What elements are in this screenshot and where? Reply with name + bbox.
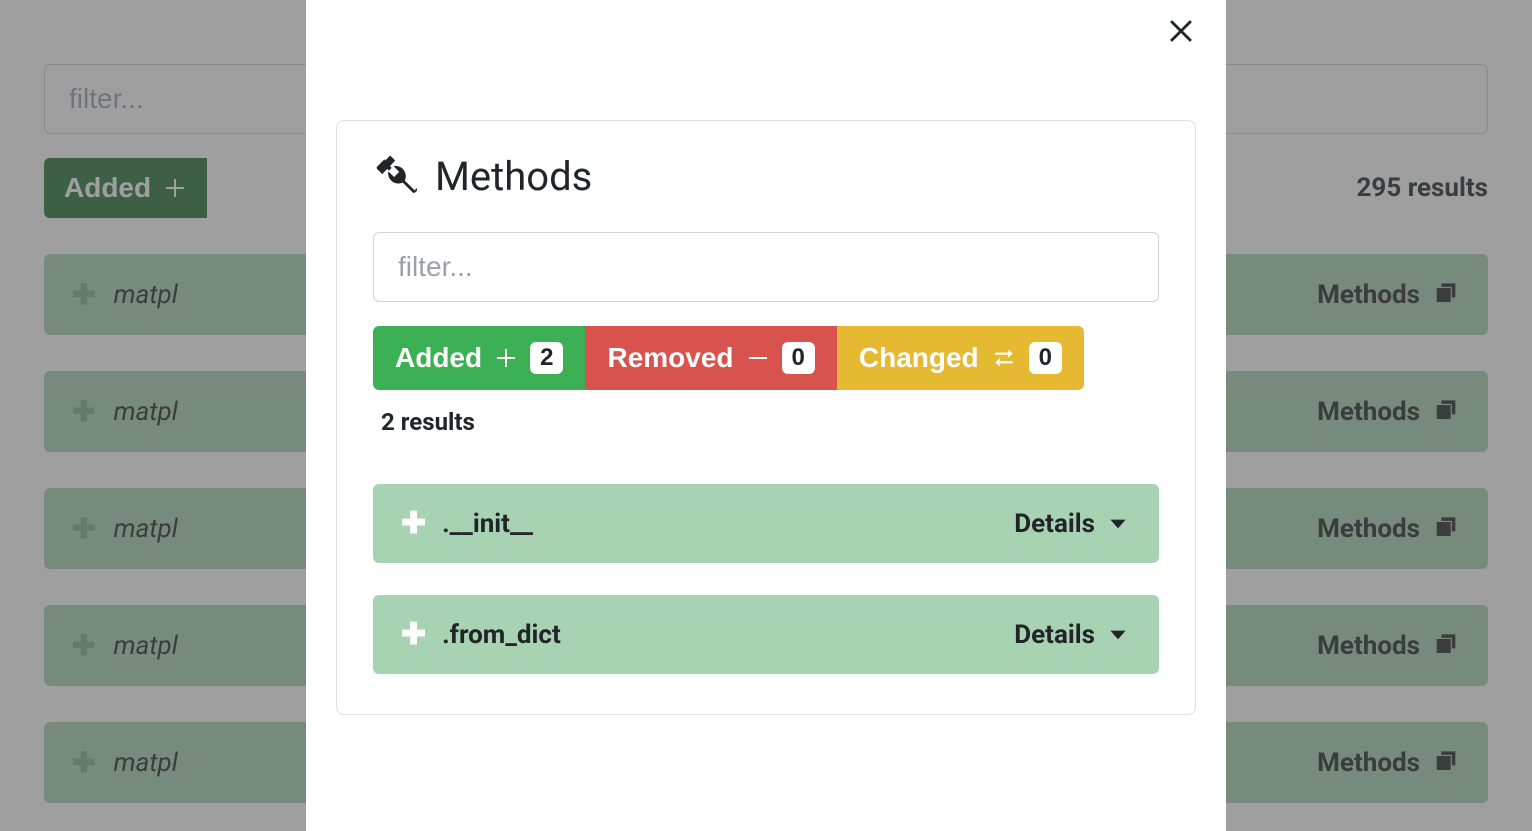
- chevron-down-icon: [1105, 511, 1131, 537]
- modal-title: Methods: [373, 153, 1159, 200]
- modal-results-count: 2 results: [381, 408, 1159, 436]
- modal-filter-input[interactable]: [373, 232, 1159, 302]
- details-button[interactable]: Details: [1014, 620, 1131, 650]
- modal-title-text: Methods: [435, 153, 592, 200]
- pill-removed-label: Removed: [607, 342, 733, 374]
- pill-added-label: Added: [395, 342, 482, 374]
- plus-icon: ✚: [401, 506, 426, 541]
- method-list-item[interactable]: ✚ .__init__ Details: [373, 484, 1159, 563]
- method-list-item[interactable]: ✚ .from_dict Details: [373, 595, 1159, 674]
- modal: Methods Added 2 Removed 0: [306, 0, 1226, 831]
- pill-removed[interactable]: Removed 0: [585, 326, 836, 390]
- details-label: Details: [1014, 509, 1095, 539]
- method-name: .from_dict: [442, 620, 561, 650]
- minus-icon: [746, 346, 770, 370]
- pill-added[interactable]: Added 2: [373, 326, 585, 390]
- method-name: .__init__: [442, 509, 533, 539]
- plus-icon: ✚: [401, 617, 426, 652]
- pill-changed-count: 0: [1029, 342, 1062, 374]
- pill-removed-count: 0: [782, 342, 815, 374]
- details-button[interactable]: Details: [1014, 509, 1131, 539]
- pill-added-count: 2: [530, 342, 563, 374]
- pill-changed-label: Changed: [859, 342, 979, 374]
- tools-icon: [373, 155, 417, 199]
- swap-icon: [991, 345, 1017, 371]
- pill-changed[interactable]: Changed 0: [837, 326, 1084, 390]
- chevron-down-icon: [1105, 622, 1131, 648]
- details-label: Details: [1014, 620, 1095, 650]
- modal-card: Methods Added 2 Removed 0: [336, 120, 1196, 715]
- plus-icon: [494, 346, 518, 370]
- close-icon[interactable]: [1164, 12, 1198, 46]
- filter-pill-row: Added 2 Removed 0 Changed: [373, 326, 1084, 390]
- modal-overlay[interactable]: Methods Added 2 Removed 0: [0, 0, 1532, 831]
